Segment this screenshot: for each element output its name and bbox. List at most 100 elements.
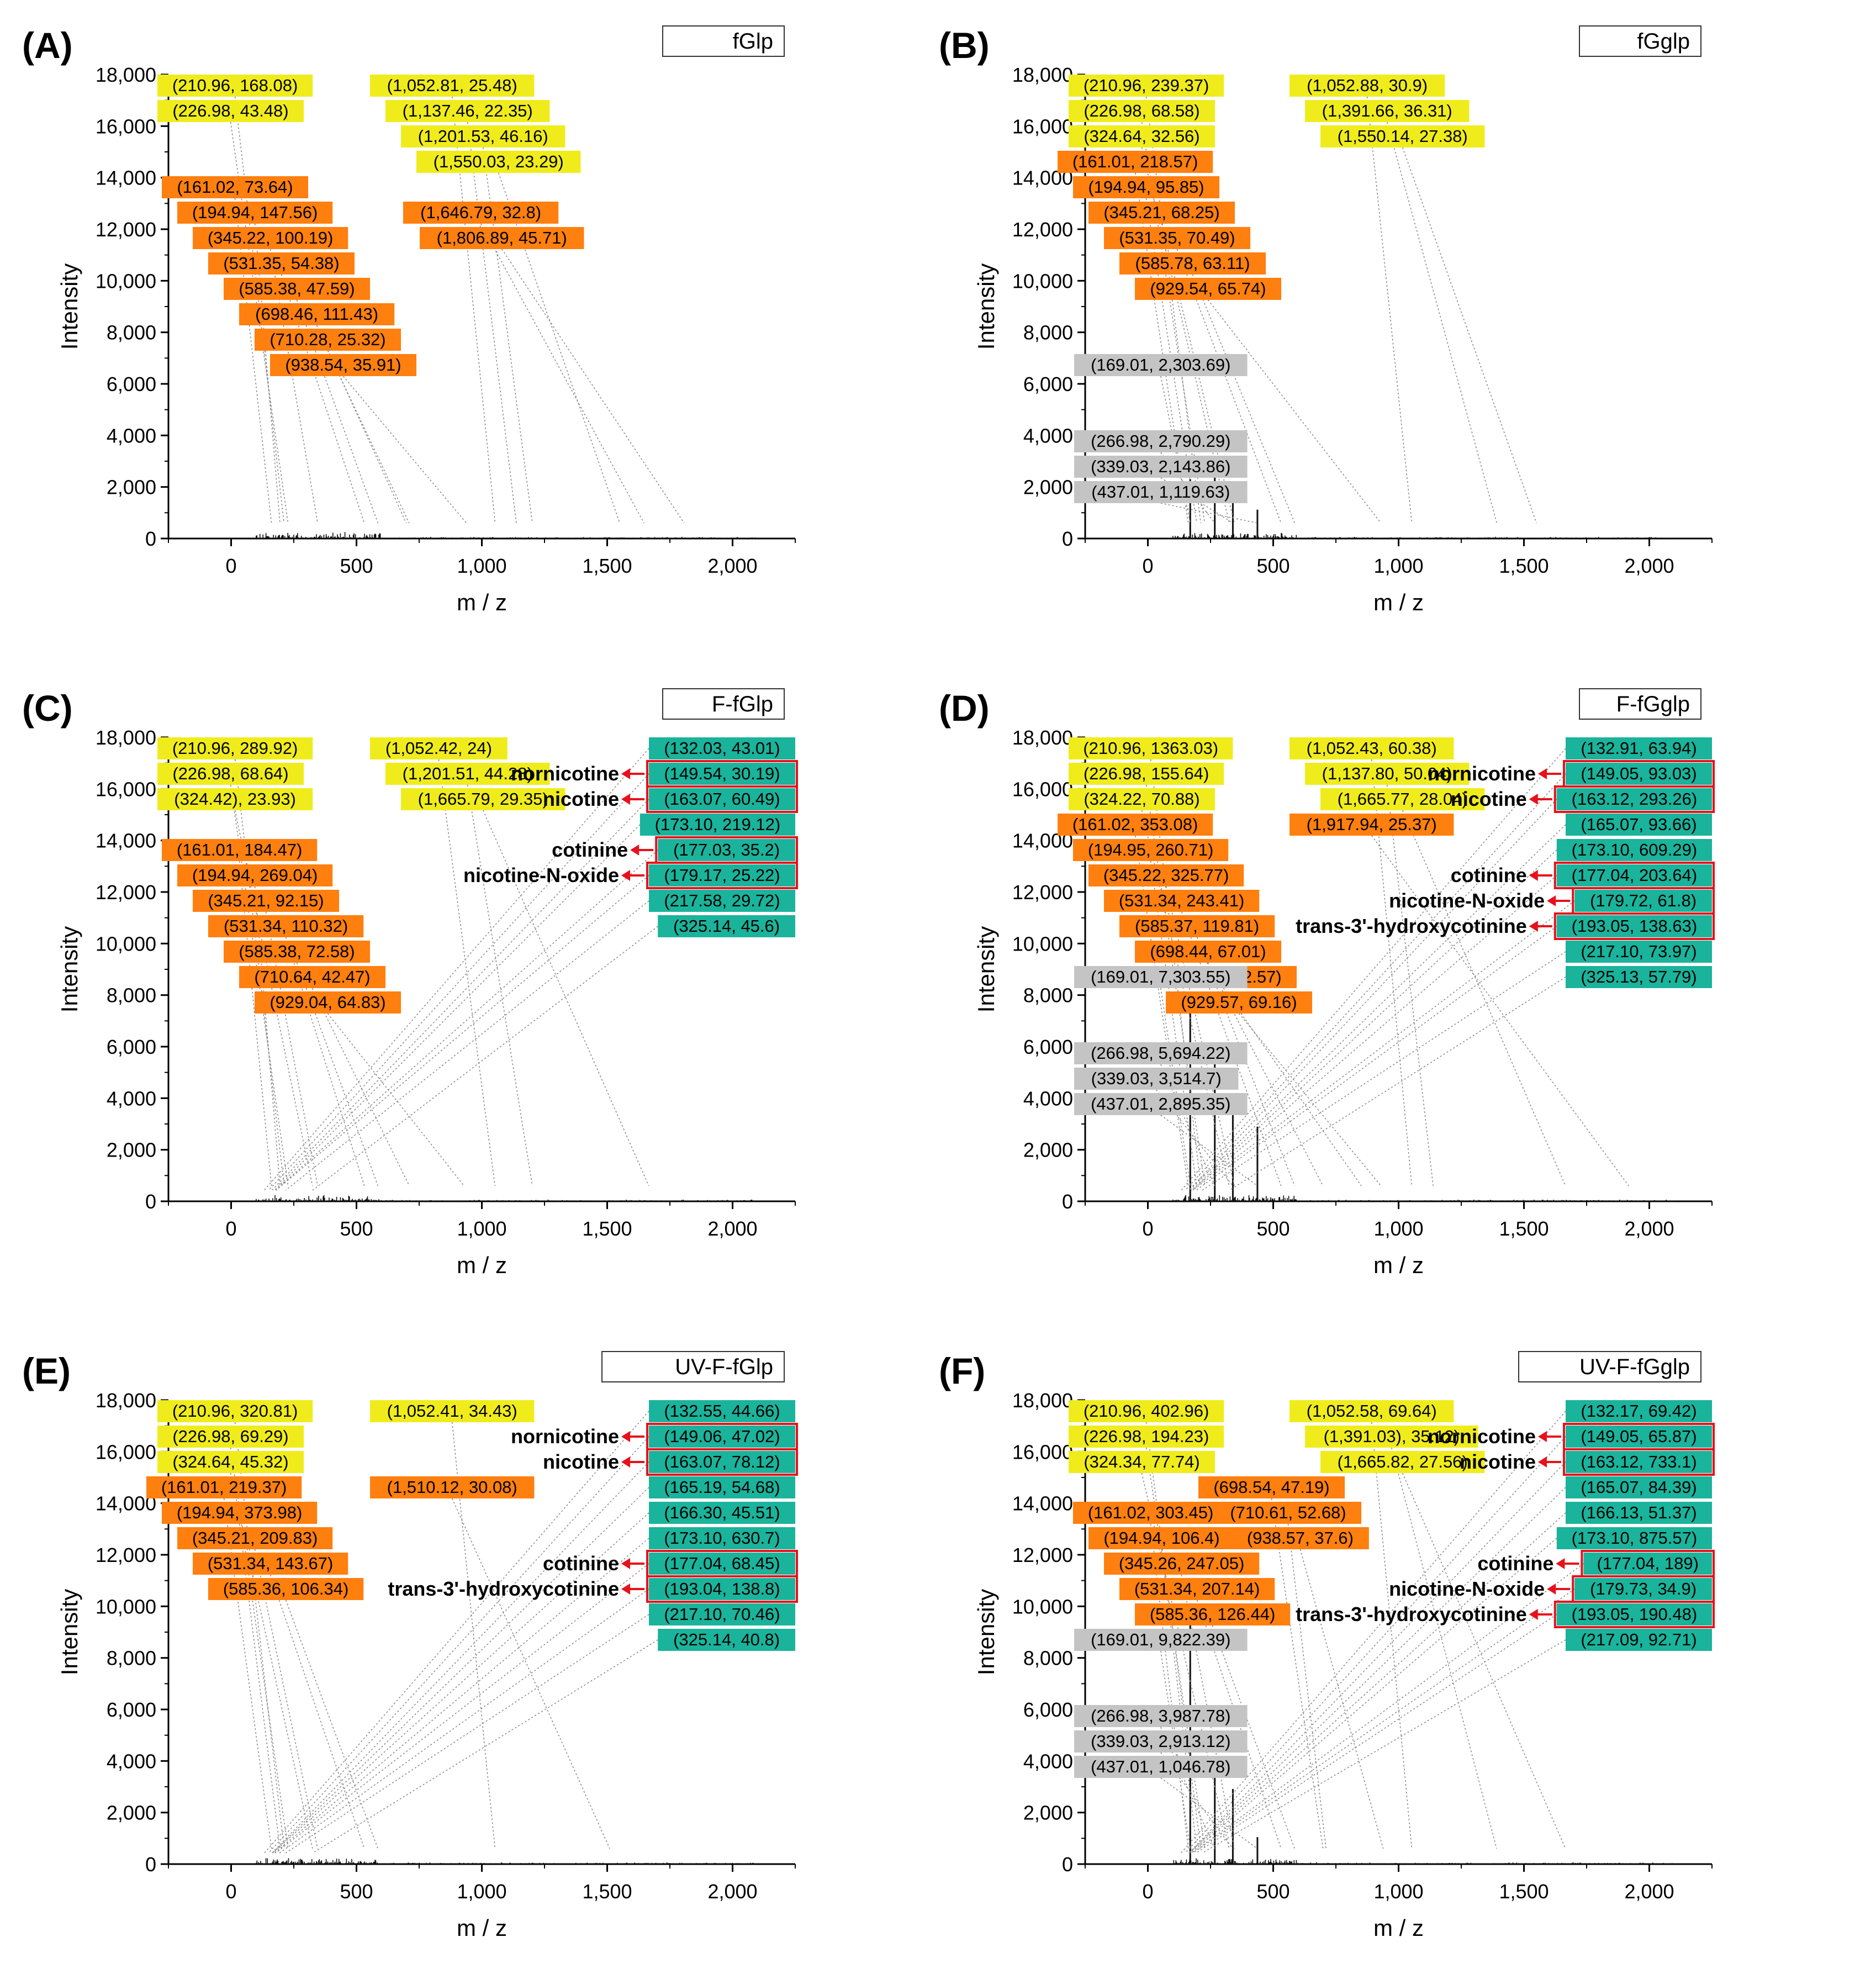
annotation-teal: (217.10, 70.46) (285, 1603, 795, 1854)
label-text: (1,665.77, 28.04) (1338, 789, 1468, 809)
x-tick-label: 500 (1256, 555, 1290, 577)
label-box (649, 1603, 795, 1625)
leader-line (451, 96, 496, 524)
label-box (649, 1527, 795, 1549)
annotation-orange: (345.21, 209.83) (177, 1527, 333, 1849)
leader-line (1160, 1777, 1258, 1849)
leader-line (1192, 1588, 1575, 1854)
x-tick-label: 0 (1142, 1880, 1153, 1903)
label-box (1305, 1426, 1478, 1448)
label-text: (149.05, 93.03) (1581, 764, 1697, 783)
annotation-teal: (165.07, 93.66) (1188, 814, 1712, 1191)
x-axis-title: m / z (1373, 1915, 1424, 1941)
label-box (649, 737, 795, 759)
annotation-yellow: (1,201.53, 46.16) (401, 125, 566, 524)
leader-line (1212, 1625, 1296, 1849)
spectrum-baseline (1172, 532, 1674, 539)
annotation-gray: (437.01, 1,046.78) (1074, 1756, 1258, 1849)
label-box (177, 864, 333, 886)
x-tick-label: 2,000 (1624, 1880, 1674, 1903)
leader-line (274, 1538, 649, 1854)
label-box (403, 202, 559, 224)
leader-line (1160, 452, 1216, 524)
leader-line (1188, 799, 1557, 1191)
label-text: (1,137.80, 50.04) (1322, 764, 1452, 783)
x-tick-label: 1,000 (1373, 1217, 1423, 1240)
label-text: (345.21, 92.15) (208, 891, 324, 910)
label-box (1104, 1553, 1260, 1575)
y-tick-label: 10,000 (96, 932, 156, 955)
highlight-box (1553, 1601, 1715, 1628)
leader-line (1386, 122, 1498, 524)
label-box (1058, 814, 1213, 836)
label-box (157, 75, 313, 97)
y-tick-label: 12,000 (1012, 1544, 1073, 1566)
label-text: (149.54, 30.19) (664, 764, 780, 783)
highlight-box (1553, 785, 1715, 813)
annotation-gray: (339.03, 2,913.12) (1074, 1730, 1248, 1849)
label-text: (531.34, 110.32) (224, 916, 348, 936)
label-text: (345.21, 209.83) (192, 1528, 318, 1548)
highlight-box (646, 1575, 798, 1603)
leader-line (285, 1614, 649, 1854)
y-tick-label: 0 (1062, 527, 1073, 550)
y-tick-label: 10,000 (1012, 932, 1073, 955)
leader-line (327, 350, 410, 524)
label-box (255, 991, 401, 1014)
label-text: (531.34, 143.67) (208, 1554, 334, 1573)
y-tick-label: 10,000 (96, 1595, 156, 1618)
y-tick-label: 8,000 (107, 321, 156, 344)
label-text: (698.46, 111.43) (255, 304, 378, 324)
y-tick-label: 4,000 (107, 424, 156, 447)
highlight-box (646, 1448, 798, 1476)
label-box (1320, 788, 1485, 810)
label-text: (1,917.94, 25.37) (1307, 815, 1437, 834)
y-tick-label: 8,000 (1023, 321, 1073, 344)
y-axis-title: Intensity (56, 926, 82, 1012)
label-text: (710.61, 52.68) (1230, 1503, 1346, 1522)
label-text: (1,052.88, 30.9) (1307, 76, 1428, 95)
leader-line (501, 249, 685, 524)
y-tick-label: 16,000 (96, 1440, 156, 1463)
label-box (157, 788, 313, 810)
annotation-yellow: (1,052.81, 25.48) (370, 75, 535, 524)
label-box (1074, 430, 1248, 452)
spectrum-baseline (1172, 1858, 1674, 1864)
y-tick-label: 4,000 (107, 1087, 156, 1110)
annotation-orange: (194.94, 147.56) (177, 202, 333, 524)
leader-line (268, 773, 649, 1191)
y-tick-label: 16,000 (1012, 778, 1073, 800)
label-box (1135, 278, 1281, 300)
y-axis-title: Intensity (56, 263, 82, 350)
label-text: (193.05, 190.48) (1572, 1604, 1698, 1624)
annotation-yellow: (226.98, 69.29) (157, 1426, 304, 1849)
compound-name: trans-3'-hydroxycotinine (388, 1577, 619, 1600)
compound-name: nornicotine (511, 1425, 619, 1448)
annotation-yellow: (1,550.14, 27.38) (1320, 125, 1537, 524)
x-tick-label: 1,500 (582, 1880, 632, 1903)
x-tick-label: 500 (1256, 1217, 1290, 1240)
panel-label: (F) (939, 1350, 985, 1391)
arrow-head-icon (1529, 794, 1538, 805)
compound-name: cotinine (543, 1552, 619, 1575)
label-box (1088, 1527, 1235, 1549)
label-text: (1,510.12, 30.08) (387, 1477, 517, 1497)
label-text: (166.30, 45.51) (664, 1503, 780, 1522)
label-box (1069, 763, 1224, 785)
annotation-orange: (710.64, 42.47) (239, 966, 410, 1186)
label-text: (437.01, 2,895.35) (1091, 1094, 1230, 1113)
leader-line (1223, 988, 1362, 1186)
annotation-teal: (132.55, 44.66) (264, 1400, 795, 1854)
annotation-teal: (217.58, 29.72) (285, 890, 795, 1191)
label-box (239, 966, 385, 988)
label-box (1069, 1451, 1215, 1473)
leader-line (1271, 1498, 1324, 1849)
x-tick-label: 1,500 (582, 555, 632, 577)
label-text: (339.03, 2,913.12) (1091, 1732, 1230, 1751)
annotation-teal: (163.07, 78.12) nicotine (271, 1448, 798, 1854)
annotation-yellow: (1,391.66, 36.31) (1305, 100, 1498, 524)
y-tick-label: 18,000 (96, 64, 156, 86)
leader-line (1207, 299, 1382, 524)
annotation-gray: (437.01, 2,895.35) (1074, 1093, 1258, 1186)
y-tick-label: 18,000 (96, 726, 156, 749)
